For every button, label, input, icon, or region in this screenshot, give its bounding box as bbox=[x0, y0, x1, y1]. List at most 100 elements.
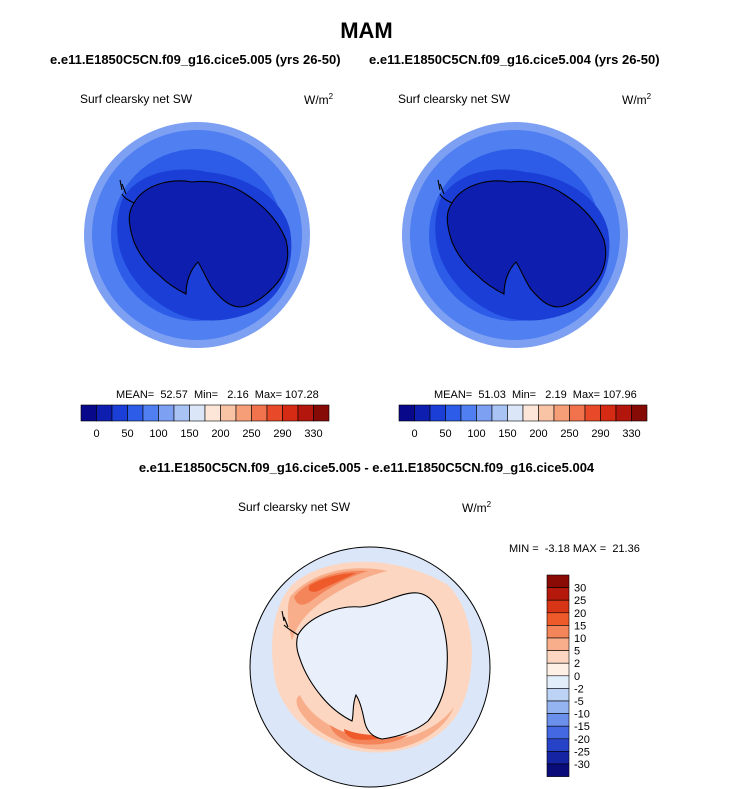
diff-colorbar-tick-label: 10 bbox=[574, 633, 586, 645]
left-colorbar-tick-label: 100 bbox=[149, 428, 167, 440]
left-colorbar-swatch bbox=[158, 404, 175, 422]
right-stats: MEAN= 51.03 Min= 2.19 Max= 107.96 bbox=[434, 389, 637, 401]
right-units-label: W/m2 bbox=[622, 92, 652, 107]
left-colorbar-swatch bbox=[189, 404, 206, 422]
left-stats: MEAN= 52.57 Min= 2.16 Max= 107.28 bbox=[116, 389, 319, 401]
diff-colorbar-swatch bbox=[546, 650, 570, 664]
right-colorbar-swatch bbox=[507, 404, 524, 422]
left-colorbar-tick-label: 150 bbox=[180, 428, 198, 440]
diff-colorbar-tick-label: 30 bbox=[574, 583, 586, 595]
left-colorbar-swatch bbox=[282, 404, 299, 422]
page-title: MAM bbox=[340, 18, 393, 43]
left-colorbar-tick-label: 250 bbox=[242, 428, 260, 440]
right-case-title: e.e11.E1850C5CN.f09_g16.cice5.004 (yrs 2… bbox=[369, 52, 660, 67]
diff-colorbar-swatch bbox=[546, 599, 570, 614]
left-colorbar-swatch bbox=[204, 404, 221, 422]
left-colorbar: 0 50 100 150 200 250 290 330 bbox=[80, 404, 330, 440]
right-colorbar-tick-label: 150 bbox=[498, 428, 516, 440]
diff-variable-label: Surf clearsky net SW bbox=[238, 500, 351, 514]
diff-colorbar-tick-label: -10 bbox=[574, 709, 590, 721]
diff-colorbar-tick-label: -2 bbox=[574, 683, 584, 695]
left-colorbar-swatch bbox=[251, 404, 268, 422]
diff-anomaly-peak-north-core bbox=[308, 573, 356, 592]
left-colorbar-swatch bbox=[111, 404, 128, 422]
left-colorbar-swatch bbox=[96, 404, 113, 422]
diff-anomaly-peak-south bbox=[330, 725, 408, 745]
diff-colorbar-tick-label: -20 bbox=[574, 734, 590, 746]
left-map-antarctica bbox=[128, 180, 289, 308]
diff-colorbar-tick-label: 25 bbox=[574, 595, 586, 607]
diff-colorbar-swatch bbox=[546, 725, 570, 740]
left-colorbar-swatch bbox=[313, 404, 330, 422]
diff-colorbar-tick-label: 5 bbox=[574, 646, 580, 658]
right-colorbar-tick-label: 290 bbox=[591, 428, 609, 440]
right-colorbar-swatch bbox=[429, 404, 446, 422]
left-map-peninsula bbox=[119, 179, 135, 204]
right-map-antarctica bbox=[446, 180, 607, 308]
right-colorbar-swatch bbox=[522, 404, 539, 422]
diff-colorbar-swatch bbox=[546, 662, 570, 677]
diff-units-label: W/m2 bbox=[462, 500, 492, 515]
diff-colorbar-swatch bbox=[546, 587, 570, 601]
diff-colorbar-tick-label: -25 bbox=[574, 746, 590, 758]
left-colorbar-tick-label: 290 bbox=[273, 428, 291, 440]
right-colorbar-swatch bbox=[553, 404, 570, 422]
left-colorbar-swatch bbox=[127, 404, 144, 422]
diff-colorbar-tick-label: -30 bbox=[574, 759, 590, 771]
right-colorbar-tick-label: 50 bbox=[439, 428, 451, 440]
diff-colorbar-tick-label: -15 bbox=[574, 721, 590, 733]
diff-stats: MIN = -3.18 MAX = 21.36 bbox=[509, 543, 640, 555]
right-colorbar-swatch bbox=[569, 404, 586, 422]
diff-anomaly-band-mid bbox=[287, 568, 454, 750]
right-colorbar-swatch bbox=[491, 404, 508, 422]
right-colorbar-swatch bbox=[398, 404, 415, 422]
left-colorbar-swatch bbox=[297, 404, 314, 422]
diff-colorbar-swatch bbox=[546, 688, 570, 702]
right-colorbar-swatch bbox=[538, 404, 555, 422]
diff-colorbar-swatch bbox=[546, 738, 570, 752]
left-case-title: e.e11.E1850C5CN.f09_g16.cice5.005 (yrs 2… bbox=[50, 52, 341, 67]
diff-colorbar-swatch bbox=[546, 751, 570, 765]
diff-colorbar-tick-label: 2 bbox=[574, 658, 580, 670]
right-colorbar-swatch bbox=[476, 404, 493, 422]
right-colorbar-swatch bbox=[460, 404, 477, 422]
diff-colorbar-swatch bbox=[546, 700, 570, 714]
diff-colorbar-swatch bbox=[546, 713, 570, 727]
left-colorbar-tick-label: 200 bbox=[211, 428, 229, 440]
diff-colorbar-tick-label: 15 bbox=[574, 620, 586, 632]
diff-colorbar-tick-label: -5 bbox=[574, 696, 584, 708]
diff-map-border bbox=[249, 546, 491, 788]
left-colorbar-swatch bbox=[235, 404, 252, 422]
diff-colorbar-swatch bbox=[546, 625, 570, 639]
left-colorbar-tick-label: 0 bbox=[93, 428, 99, 440]
right-colorbar-tick-label: 330 bbox=[622, 428, 640, 440]
left-colorbar-swatch bbox=[80, 404, 97, 422]
diff-map-antarctica bbox=[296, 592, 448, 740]
diff-anomaly-peak-north bbox=[294, 570, 368, 605]
diff-colorbar-tick-label: 0 bbox=[574, 671, 580, 683]
right-polar-map bbox=[402, 122, 628, 348]
left-colorbar-tick-label: 50 bbox=[121, 428, 133, 440]
diff-colorbar-swatch bbox=[546, 612, 570, 626]
right-colorbar-tick-label: 250 bbox=[560, 428, 578, 440]
diff-colorbar-tick-label: 20 bbox=[574, 608, 586, 620]
right-colorbar-swatch bbox=[631, 404, 648, 422]
left-colorbar-swatch bbox=[266, 404, 283, 422]
right-colorbar-tick-label: 100 bbox=[467, 428, 485, 440]
right-colorbar-swatch bbox=[600, 404, 617, 422]
diff-colorbar-swatch bbox=[546, 675, 570, 689]
left-colorbar-tick-label: 330 bbox=[304, 428, 322, 440]
left-colorbar-swatch bbox=[220, 404, 237, 422]
difference-title: e.e11.E1850C5CN.f09_g16.cice5.005 - e.e1… bbox=[138, 460, 595, 475]
right-colorbar-tick-label: 0 bbox=[411, 428, 417, 440]
diff-colorbar-swatch bbox=[546, 637, 570, 651]
right-colorbar: 0 50 100 150 200 250 290 330 bbox=[398, 404, 648, 440]
right-colorbar-swatch bbox=[584, 404, 601, 422]
left-variable-label: Surf clearsky net SW bbox=[80, 92, 193, 106]
right-map-peninsula bbox=[437, 179, 453, 204]
difference-polar-map bbox=[249, 546, 491, 788]
left-polar-map bbox=[84, 122, 310, 348]
right-variable-label: Surf clearsky net SW bbox=[398, 92, 511, 106]
right-colorbar-swatch bbox=[445, 404, 462, 422]
